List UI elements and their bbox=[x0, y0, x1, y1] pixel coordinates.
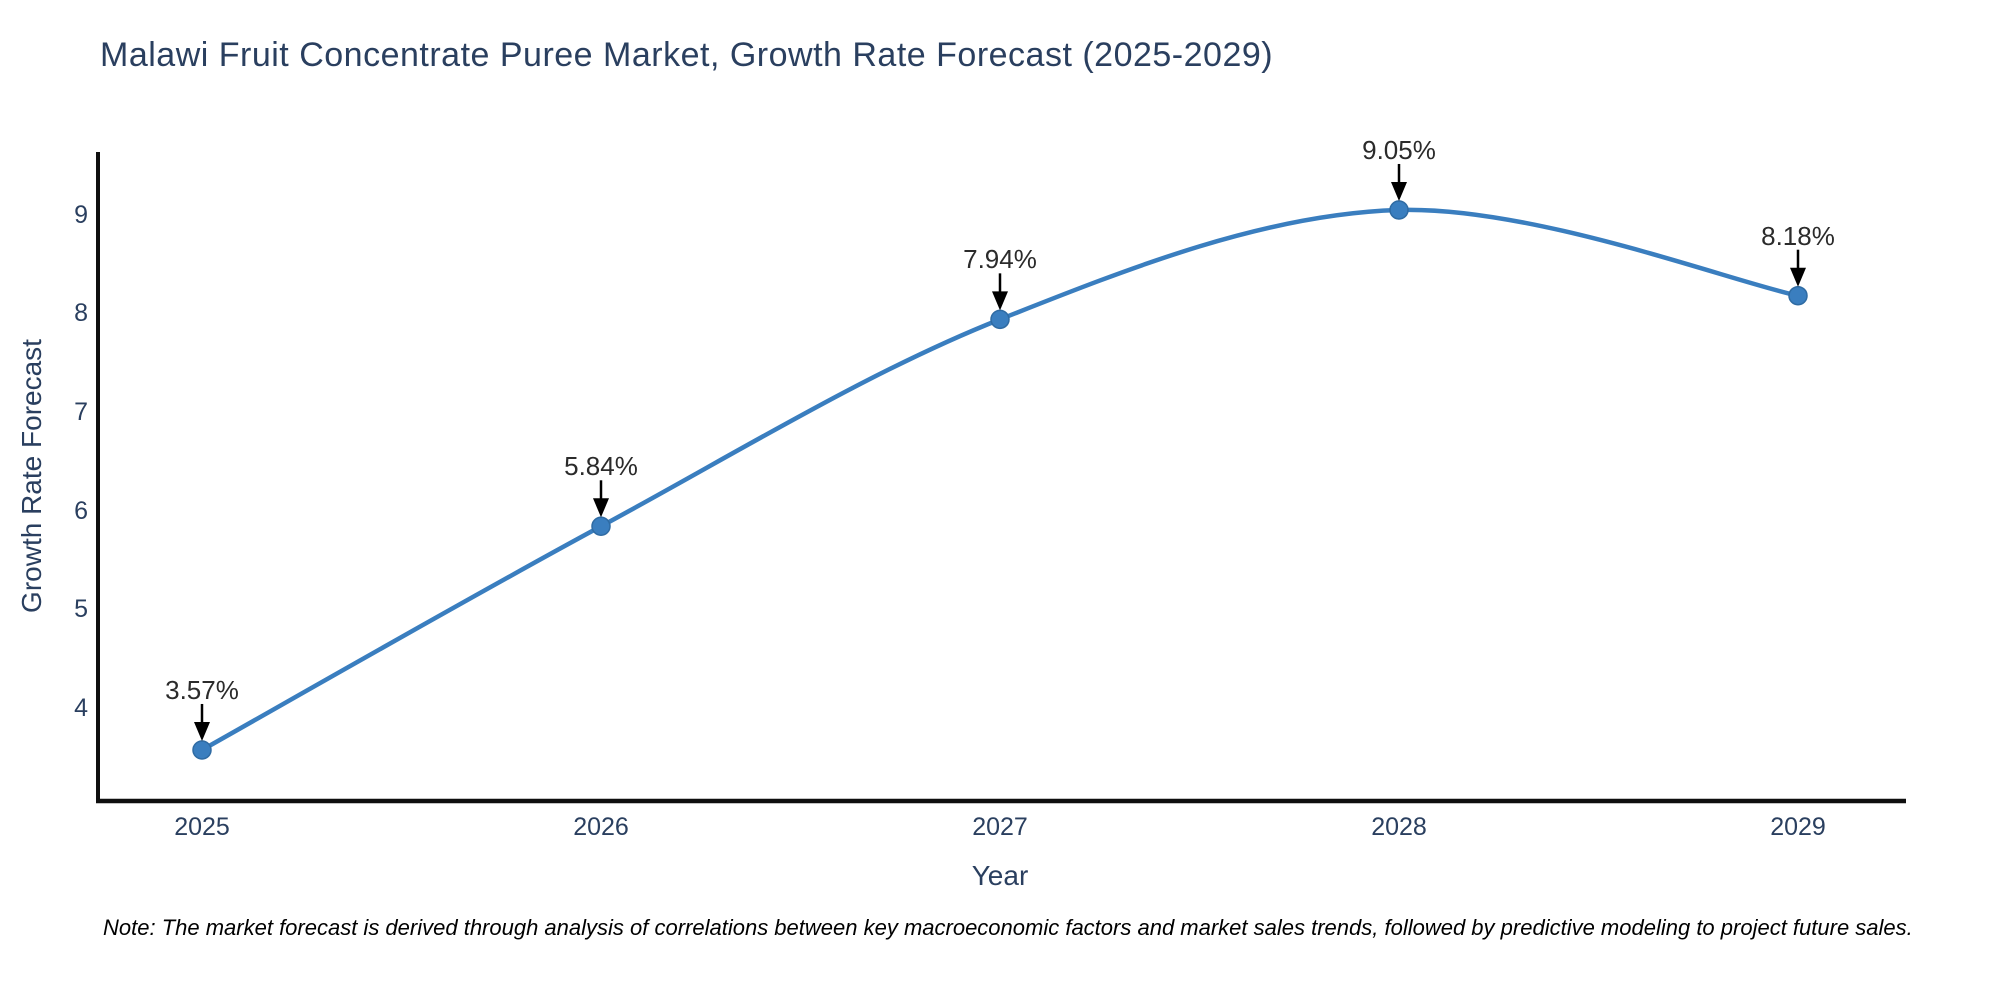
y-tick-label-4: 4 bbox=[74, 693, 88, 722]
y-tick-label-7: 7 bbox=[74, 397, 88, 426]
x-tick-label-2026: 2026 bbox=[573, 813, 629, 841]
data-point-marker-2029 bbox=[1788, 285, 1808, 306]
y-tick-label-9: 9 bbox=[74, 200, 88, 229]
x-tick-label-2028: 2028 bbox=[1371, 813, 1427, 841]
annotation-arrowhead bbox=[1790, 267, 1806, 287]
point-value-label-2028: 9.05% bbox=[1362, 134, 1436, 165]
point-value-label-2026: 5.84% bbox=[564, 451, 638, 482]
y-tick-label-6: 6 bbox=[74, 496, 88, 525]
data-point-marker-2027 bbox=[990, 309, 1010, 330]
annotation-arrowhead bbox=[194, 721, 210, 741]
footnote: Note: The market forecast is derived thr… bbox=[103, 915, 1913, 940]
x-axis-title: Year bbox=[971, 860, 1029, 891]
y-tick-label-8: 8 bbox=[74, 299, 88, 328]
data-point-marker-2025 bbox=[192, 740, 212, 760]
chart-title: Malawi Fruit Concentrate Puree Market, G… bbox=[100, 36, 1274, 74]
point-value-label-2027: 7.94% bbox=[963, 244, 1037, 275]
y-tick-label-5: 5 bbox=[74, 595, 88, 624]
annotation-arrowhead bbox=[1391, 181, 1407, 201]
x-tick-label-2027: 2027 bbox=[972, 813, 1028, 841]
x-tick-label-2029: 2029 bbox=[1770, 813, 1826, 841]
x-tick-label-2025: 2025 bbox=[174, 813, 230, 841]
y-axis-title: Growth Rate Forecast bbox=[16, 339, 47, 613]
annotation-arrowhead bbox=[593, 498, 609, 518]
point-value-label-2025: 3.57% bbox=[165, 674, 239, 705]
point-value-label-2029: 8.18% bbox=[1761, 220, 1835, 251]
data-point-marker-2028 bbox=[1389, 200, 1409, 220]
data-point-marker-2026 bbox=[591, 516, 611, 537]
annotation-arrowhead bbox=[992, 291, 1008, 311]
